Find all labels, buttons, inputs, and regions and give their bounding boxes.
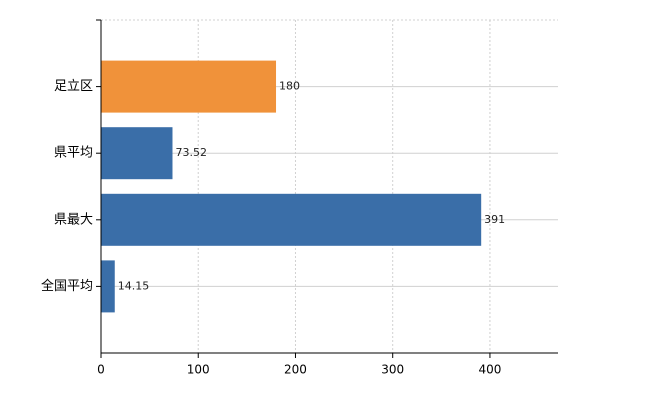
y-tick-label: 県平均 [54,146,93,161]
y-tick-label: 全国平均 [41,278,93,294]
bar [101,60,277,113]
x-tick-label: 400 [478,363,501,377]
x-tick-label: 200 [284,363,307,377]
value-label: 14.15 [118,279,149,292]
bar [101,127,173,180]
value-label: 391 [484,213,505,226]
y-tick-label: 足立区 [54,79,93,94]
value-label: 180 [279,80,300,93]
bar [101,260,115,313]
y-tick-label: 県最大 [54,212,93,227]
value-label: 73.52 [175,146,207,159]
bar [101,193,482,246]
x-tick-label: 100 [187,363,210,377]
x-tick-label: 300 [381,363,404,377]
x-tick-label: 0 [97,363,105,377]
